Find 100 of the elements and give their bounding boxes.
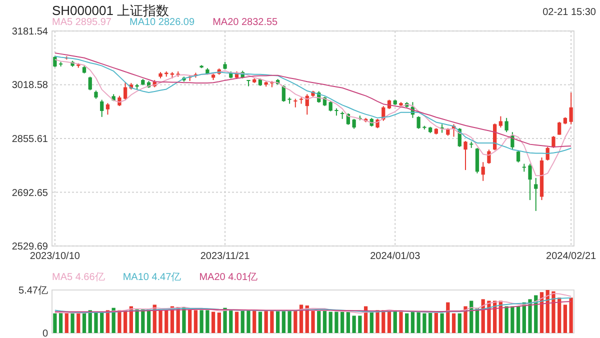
bar — [464, 306, 468, 333]
candlestick — [475, 147, 480, 174]
chart-title: SH000001 上证指数 — [52, 3, 170, 18]
candlestick — [504, 117, 508, 133]
bar — [200, 310, 204, 333]
bar — [410, 312, 415, 333]
bar — [158, 310, 162, 333]
bar — [164, 310, 168, 333]
x-tick-label: 2024/02/21 — [546, 251, 597, 262]
bar — [118, 310, 122, 333]
bar — [358, 316, 362, 333]
candlestick — [534, 177, 538, 212]
bar — [399, 312, 403, 333]
bar — [100, 312, 104, 333]
bar — [311, 310, 315, 333]
bar — [422, 313, 426, 333]
y-tick-label: 5.47亿 — [18, 286, 48, 296]
bar — [206, 310, 210, 333]
bar — [264, 310, 268, 333]
candlestick — [88, 76, 92, 91]
candlestick — [464, 140, 468, 171]
bar — [76, 312, 80, 333]
candlestick — [569, 92, 573, 125]
bar — [229, 310, 233, 333]
bar — [270, 310, 274, 333]
bar — [282, 310, 286, 333]
bar — [217, 312, 221, 333]
y-tick-label: 0 — [42, 328, 48, 338]
bar — [416, 312, 420, 333]
candlestick — [487, 149, 491, 164]
candlestick — [328, 100, 332, 112]
y-tick-label: 3181.54 — [12, 26, 48, 38]
bar — [516, 306, 520, 333]
text: MA5 4.66亿 — [52, 272, 105, 283]
bar — [458, 313, 462, 333]
bar — [440, 313, 444, 333]
y-tick-label: 2692.65 — [12, 188, 48, 199]
bar — [94, 312, 98, 333]
bar — [276, 310, 280, 333]
text: MA10 2826.09 — [130, 17, 195, 28]
candlestick — [53, 56, 57, 68]
text: MA20 2832.55 — [212, 17, 278, 28]
bar — [346, 312, 350, 333]
bar — [376, 310, 380, 333]
bar — [428, 312, 432, 333]
bar — [434, 312, 438, 333]
bar — [370, 312, 374, 333]
x-tick-label: 2024/01/03 — [370, 251, 421, 262]
bar — [452, 313, 456, 333]
candlestick — [123, 82, 128, 100]
bar — [510, 306, 514, 333]
bar — [504, 306, 508, 333]
bar — [211, 312, 216, 333]
bar — [252, 310, 256, 333]
bar — [340, 312, 344, 333]
bar — [141, 309, 145, 333]
bar — [146, 309, 151, 333]
x-tick-label: 2023/10/10 — [30, 251, 80, 262]
bar — [135, 309, 139, 333]
bar — [328, 312, 332, 333]
bar — [317, 310, 321, 333]
line-series — [54, 297, 572, 314]
bar — [246, 310, 250, 333]
bar — [558, 298, 562, 333]
bar — [223, 308, 227, 333]
bar — [528, 299, 532, 333]
bar — [446, 302, 450, 333]
bar — [352, 316, 356, 333]
bar — [569, 298, 573, 333]
line-series — [54, 300, 572, 312]
bar — [82, 312, 86, 333]
text: 02-21 15:30 — [542, 7, 596, 18]
bar — [322, 310, 327, 333]
bar — [563, 304, 568, 333]
candlestick — [516, 150, 520, 163]
text: MA20 4.01亿 — [199, 272, 258, 283]
y-tick-label: 2855.61 — [12, 134, 48, 145]
bar — [58, 312, 63, 333]
bar — [188, 309, 192, 333]
bar — [405, 313, 409, 333]
candlestick — [340, 111, 344, 120]
candlestick — [352, 118, 356, 130]
candlestick — [106, 102, 110, 116]
y-tick-label: 3018.58 — [12, 80, 48, 92]
x-tick-label: 2023/11/21 — [200, 251, 250, 262]
text: MA10 4.47亿 — [122, 272, 182, 283]
bar — [194, 310, 198, 333]
bar — [64, 312, 68, 333]
candlestick — [528, 163, 532, 201]
candlestick — [416, 116, 420, 130]
y-tick-label: 2529.69 — [12, 242, 48, 252]
bar — [234, 312, 239, 333]
bar — [53, 313, 57, 333]
bar — [294, 310, 298, 333]
candlestick — [100, 99, 104, 118]
candlestick — [481, 162, 485, 182]
bar — [288, 310, 292, 333]
candlestick — [498, 116, 503, 128]
bar — [387, 310, 392, 333]
bar — [382, 310, 386, 333]
